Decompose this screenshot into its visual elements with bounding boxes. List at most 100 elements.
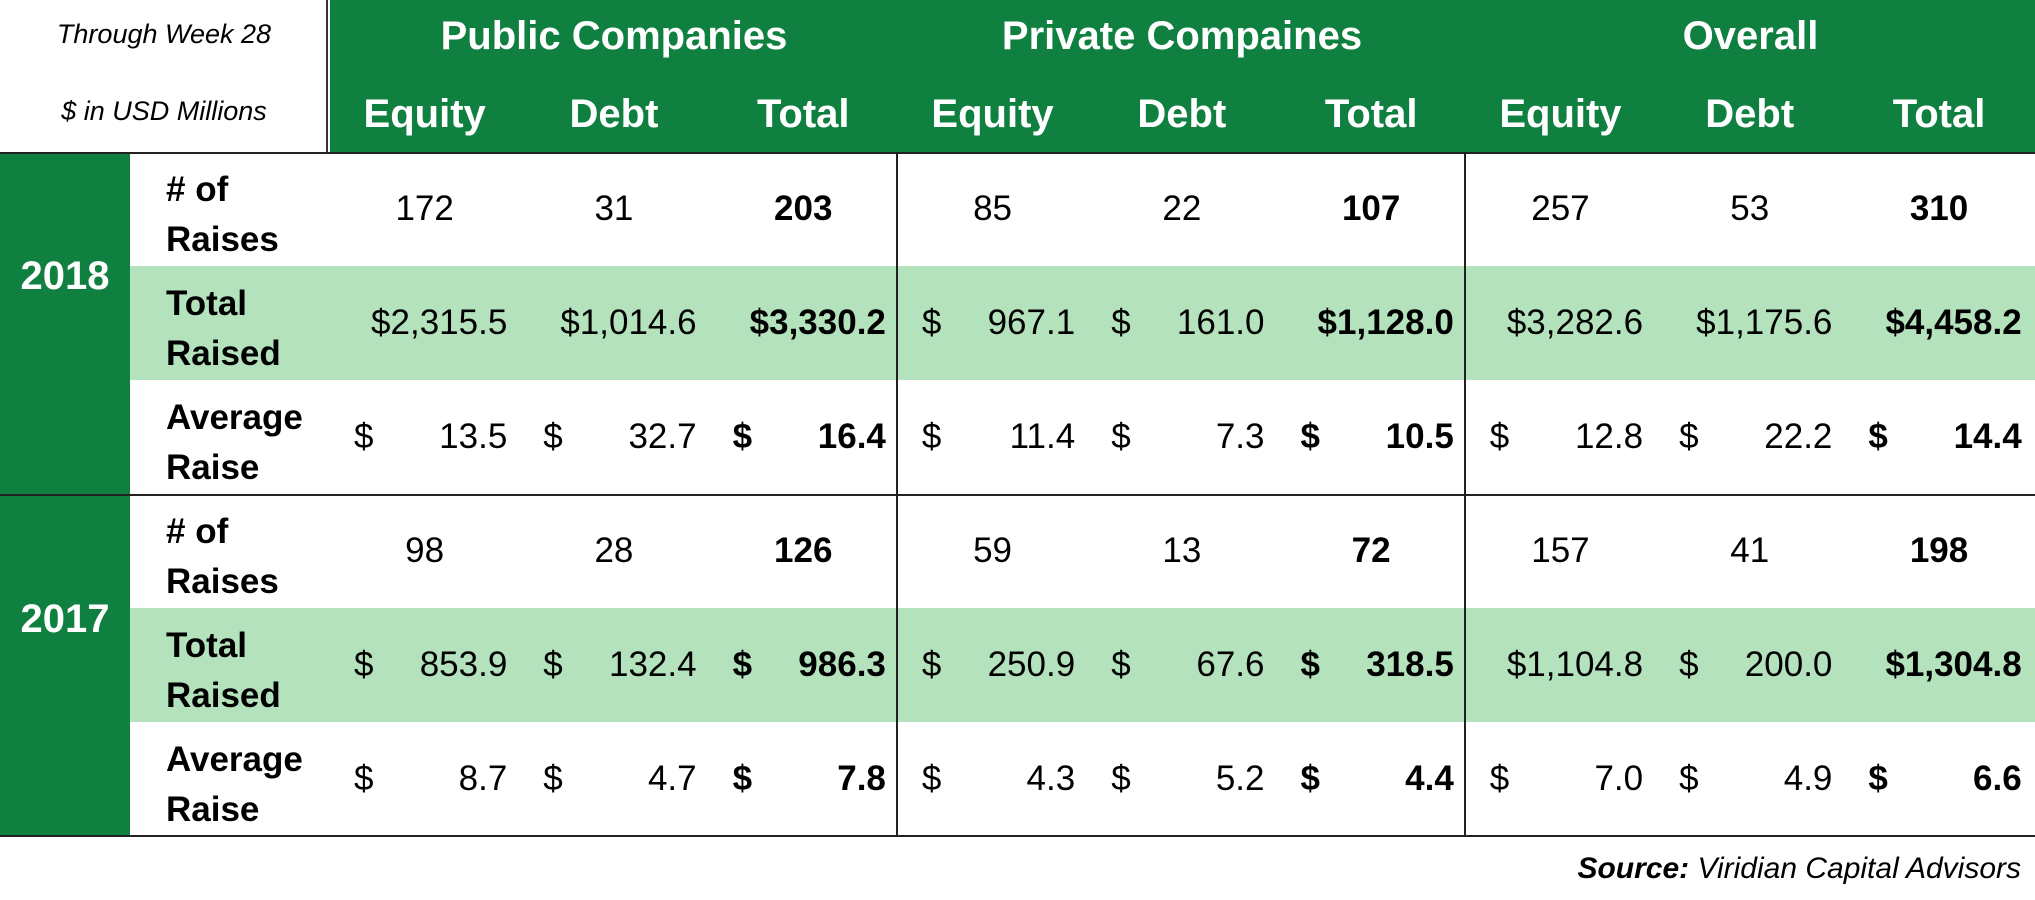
cell-value: 257	[1531, 189, 1590, 228]
cell-value: 4.3	[1026, 759, 1076, 798]
cell-value: $2,315.5	[371, 303, 508, 342]
table-cell: $3,282.6	[1490, 266, 1643, 380]
table-cell: $3,330.2	[733, 266, 886, 380]
column-header-debt: Debt	[1137, 92, 1227, 136]
currency-symbol: $	[1489, 417, 1510, 456]
table-cell: $250.9	[922, 608, 1075, 722]
table-cell: $1,304.8	[1868, 608, 2021, 722]
row-label-line: # of	[166, 512, 229, 551]
column-header-equity: Equity	[931, 92, 1054, 136]
table-cell: $1,104.8	[1490, 608, 1643, 722]
cell-value: 7.3	[1215, 417, 1265, 456]
table-cell: $16.4	[733, 380, 886, 494]
table-cell: 85	[898, 152, 1087, 266]
table-cell: $4.3	[922, 722, 1075, 836]
table-cell: 31	[519, 152, 708, 266]
table-cell: 41	[1655, 494, 1844, 608]
table-row-2017-count: # of Raises 98 28 126 59 13 72 157 41 198	[130, 494, 2035, 608]
table-cell: 310	[1844, 152, 2033, 266]
cell-value: $1,128.0	[1317, 303, 1454, 342]
currency-symbol: $	[1111, 303, 1131, 342]
table-cell: $4,458.2	[1868, 266, 2021, 380]
table-cell: 126	[709, 494, 898, 608]
cell-value: 8.7	[458, 759, 508, 798]
group-title-overall: Overall	[1682, 14, 1819, 58]
row-label-line: Total	[166, 284, 248, 323]
table-cell: $11.4	[922, 380, 1075, 494]
table-header: Public Companies Private Compaines Overa…	[330, 0, 2035, 152]
table-cell: 198	[1844, 494, 2033, 608]
row-label: # of Raises	[166, 507, 279, 607]
table-cell: 72	[1277, 494, 1466, 608]
table-cell: $4.9	[1679, 722, 1832, 836]
row-label-line: Raise	[166, 790, 260, 829]
table-cell: $200.0	[1679, 608, 1832, 722]
cell-value: 28	[594, 531, 634, 570]
currency-symbol: $	[732, 417, 753, 456]
currency-symbol: $	[1111, 417, 1131, 456]
cell-value: 32.7	[628, 417, 697, 456]
column-header-total: Total	[1892, 92, 1986, 136]
cell-value: 85	[973, 189, 1012, 228]
cell-value: 4.9	[1783, 759, 1833, 798]
cell-value: $1,014.6	[560, 303, 697, 342]
year-divider	[0, 494, 2035, 496]
currency-symbol: $	[1300, 645, 1320, 684]
cell-value: 14.4	[1953, 417, 2022, 456]
cell-value: 98	[405, 531, 445, 570]
row-label-line: # of	[166, 170, 229, 209]
cell-value: 203	[774, 189, 833, 228]
table-row-2017-total: Total Raised $853.9 $132.4 $986.3 $250.9 $67.6…	[130, 608, 2035, 722]
cell-value: 67.6	[1196, 645, 1265, 684]
table-cell: 257	[1466, 152, 1655, 266]
table-cell: $2,315.5	[354, 266, 507, 380]
table-cell: $1,128.0	[1301, 266, 1454, 380]
table-cell: $22.2	[1679, 380, 1832, 494]
cell-value: 4.4	[1405, 759, 1454, 798]
table-cell: $7.8	[733, 722, 886, 836]
column-header-debt: Debt	[569, 92, 659, 136]
cell-value: 59	[973, 531, 1012, 570]
table-cell: 107	[1277, 152, 1466, 266]
cell-value: 6.6	[1973, 759, 2022, 798]
table-cell: $13.5	[354, 380, 507, 494]
currency-symbol: $	[1111, 759, 1131, 798]
table-cell: 157	[1466, 494, 1655, 608]
cell-value: 5.2	[1215, 759, 1265, 798]
currency-symbol: $	[543, 645, 563, 684]
cell-value: 132.4	[609, 645, 697, 684]
group-title-private: Private Compaines	[1001, 14, 1363, 58]
cell-value: 41	[1730, 531, 1770, 570]
currency-symbol: $	[1300, 759, 1320, 798]
currency-symbol: $	[354, 759, 374, 798]
table-cell: $6.6	[1868, 722, 2021, 836]
period-note: Through Week 28	[56, 19, 272, 49]
table-cell: $4.7	[543, 722, 696, 836]
table-cell: $161.0	[1111, 266, 1264, 380]
cell-value: 7.8	[837, 759, 886, 798]
cell-value: $4,458.2	[1885, 303, 2022, 342]
table-row-2017-average: Average Raise $8.7 $4.7 $7.8 $4.3 $5.2 $4.4 $7.0…	[130, 722, 2035, 836]
row-label-line: Average	[166, 740, 303, 779]
cell-value: 107	[1341, 189, 1401, 228]
cell-value: 200.0	[1744, 645, 1833, 684]
table-cell: $986.3	[733, 608, 886, 722]
year-label-2018: 2018	[20, 254, 110, 298]
cell-value: 310	[1909, 189, 1969, 228]
table-cell: $12.8	[1490, 380, 1643, 494]
cell-value: 13	[1162, 531, 1202, 570]
table-row-2018-average: Average Raise $13.5 $32.7 $16.4 $11.4 $7.3 $10.…	[130, 380, 2035, 494]
row-label-line: Total	[166, 626, 248, 665]
cell-value: $3,282.6	[1506, 303, 1644, 342]
row-label: Average Raise	[166, 735, 303, 835]
row-label-line: Raises	[166, 562, 279, 601]
table-cell: $853.9	[354, 608, 507, 722]
source-value: Viridian Capital Advisors	[1697, 852, 2021, 885]
table-cell: 98	[330, 494, 519, 608]
currency-symbol: $	[1300, 417, 1320, 456]
cell-value: 7.0	[1594, 759, 1644, 798]
header-divider	[0, 152, 2035, 154]
row-label: Total Raised	[166, 621, 281, 721]
cell-value: $1,175.6	[1696, 303, 1833, 342]
unit-note: $ in USD Millions	[61, 96, 267, 126]
